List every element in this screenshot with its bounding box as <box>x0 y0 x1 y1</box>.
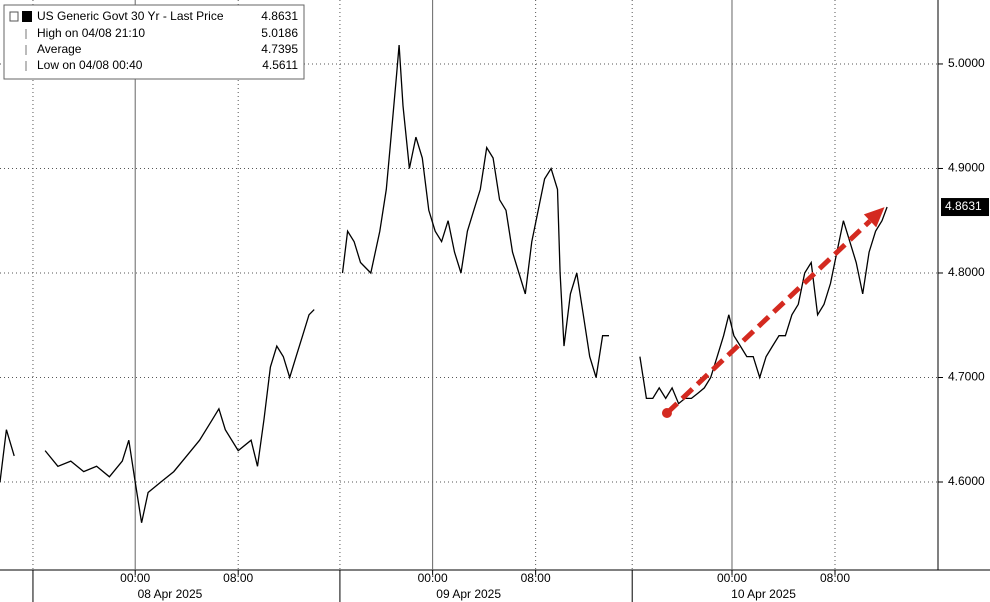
x-tick-label: 00:00 <box>120 571 150 585</box>
x-tick-label: 08:00 <box>820 571 850 585</box>
legend-series-value: 4.8631 <box>261 9 298 23</box>
x-tick-label: 00:00 <box>717 571 747 585</box>
last-price-tag <box>941 198 989 217</box>
x-tick-label: 00:00 <box>418 571 448 585</box>
last-price-label: 4.8631 <box>945 199 982 213</box>
y-tick-label: 4.7000 <box>948 370 985 384</box>
trend-arrow-head <box>863 207 885 228</box>
legend-stat-label: Low on 04/08 00:40 <box>37 58 143 72</box>
legend-stat-value: 4.7395 <box>261 42 298 56</box>
x-tick-label: 08:00 <box>521 571 551 585</box>
legend-series-name: US Generic Govt 30 Yr - Last Price <box>37 9 224 23</box>
legend-expander <box>9 11 19 22</box>
y-tick-label: 4.6000 <box>948 474 985 488</box>
x-day-label: 08 Apr 2025 <box>138 587 203 601</box>
trend-arrow <box>665 219 872 415</box>
legend-stat-value: 5.0186 <box>261 26 298 40</box>
price-line <box>0 45 888 523</box>
y-tick-label: 4.9000 <box>948 161 985 175</box>
legend-box <box>3 4 305 80</box>
x-tick-label: 08:00 <box>223 571 253 585</box>
legend-stat-value: 4.5611 <box>262 58 298 72</box>
y-tick-label: 4.8000 <box>948 265 985 279</box>
x-day-label: 10 Apr 2025 <box>731 587 796 601</box>
y-tick-label: 5.0000 <box>948 56 985 70</box>
legend: US Generic Govt 30 Yr - Last Price 4.8631… <box>3 4 305 80</box>
trend-arrow-start <box>661 408 672 419</box>
legend-swatch <box>22 11 32 22</box>
legend-stat-label: Average <box>37 42 82 56</box>
x-day-label: 09 Apr 2025 <box>436 587 501 601</box>
legend-stat-label: High on 04/08 21:10 <box>37 26 145 40</box>
